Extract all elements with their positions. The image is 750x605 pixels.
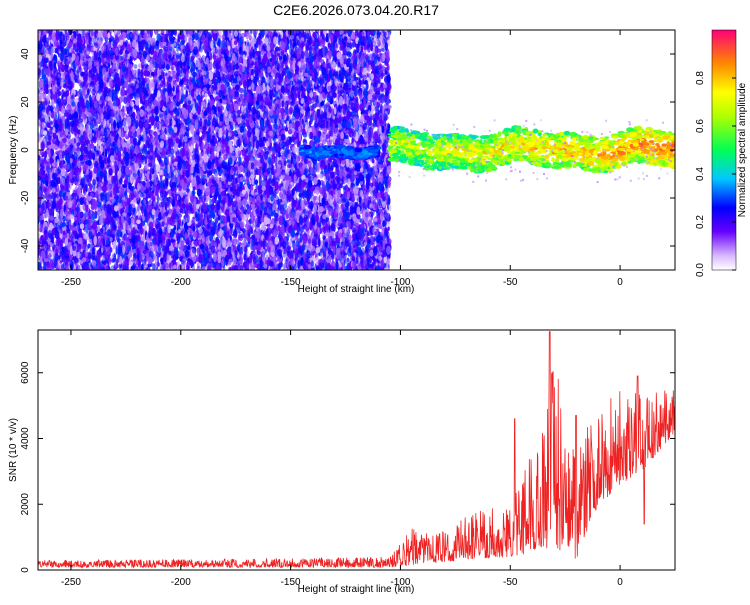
spectrogram-region [38,30,392,270]
spectrogram-cell [279,191,284,199]
spectrogram-cell [264,146,267,153]
spectrogram-cell [317,173,320,179]
spectrogram-cell [110,265,115,270]
figure-title: C2E6.2026.073.04.20.R17 [273,2,439,18]
spectrogram-cell [133,64,138,69]
spectrogram-cell [198,30,203,34]
spectrogram-cells [38,30,675,270]
